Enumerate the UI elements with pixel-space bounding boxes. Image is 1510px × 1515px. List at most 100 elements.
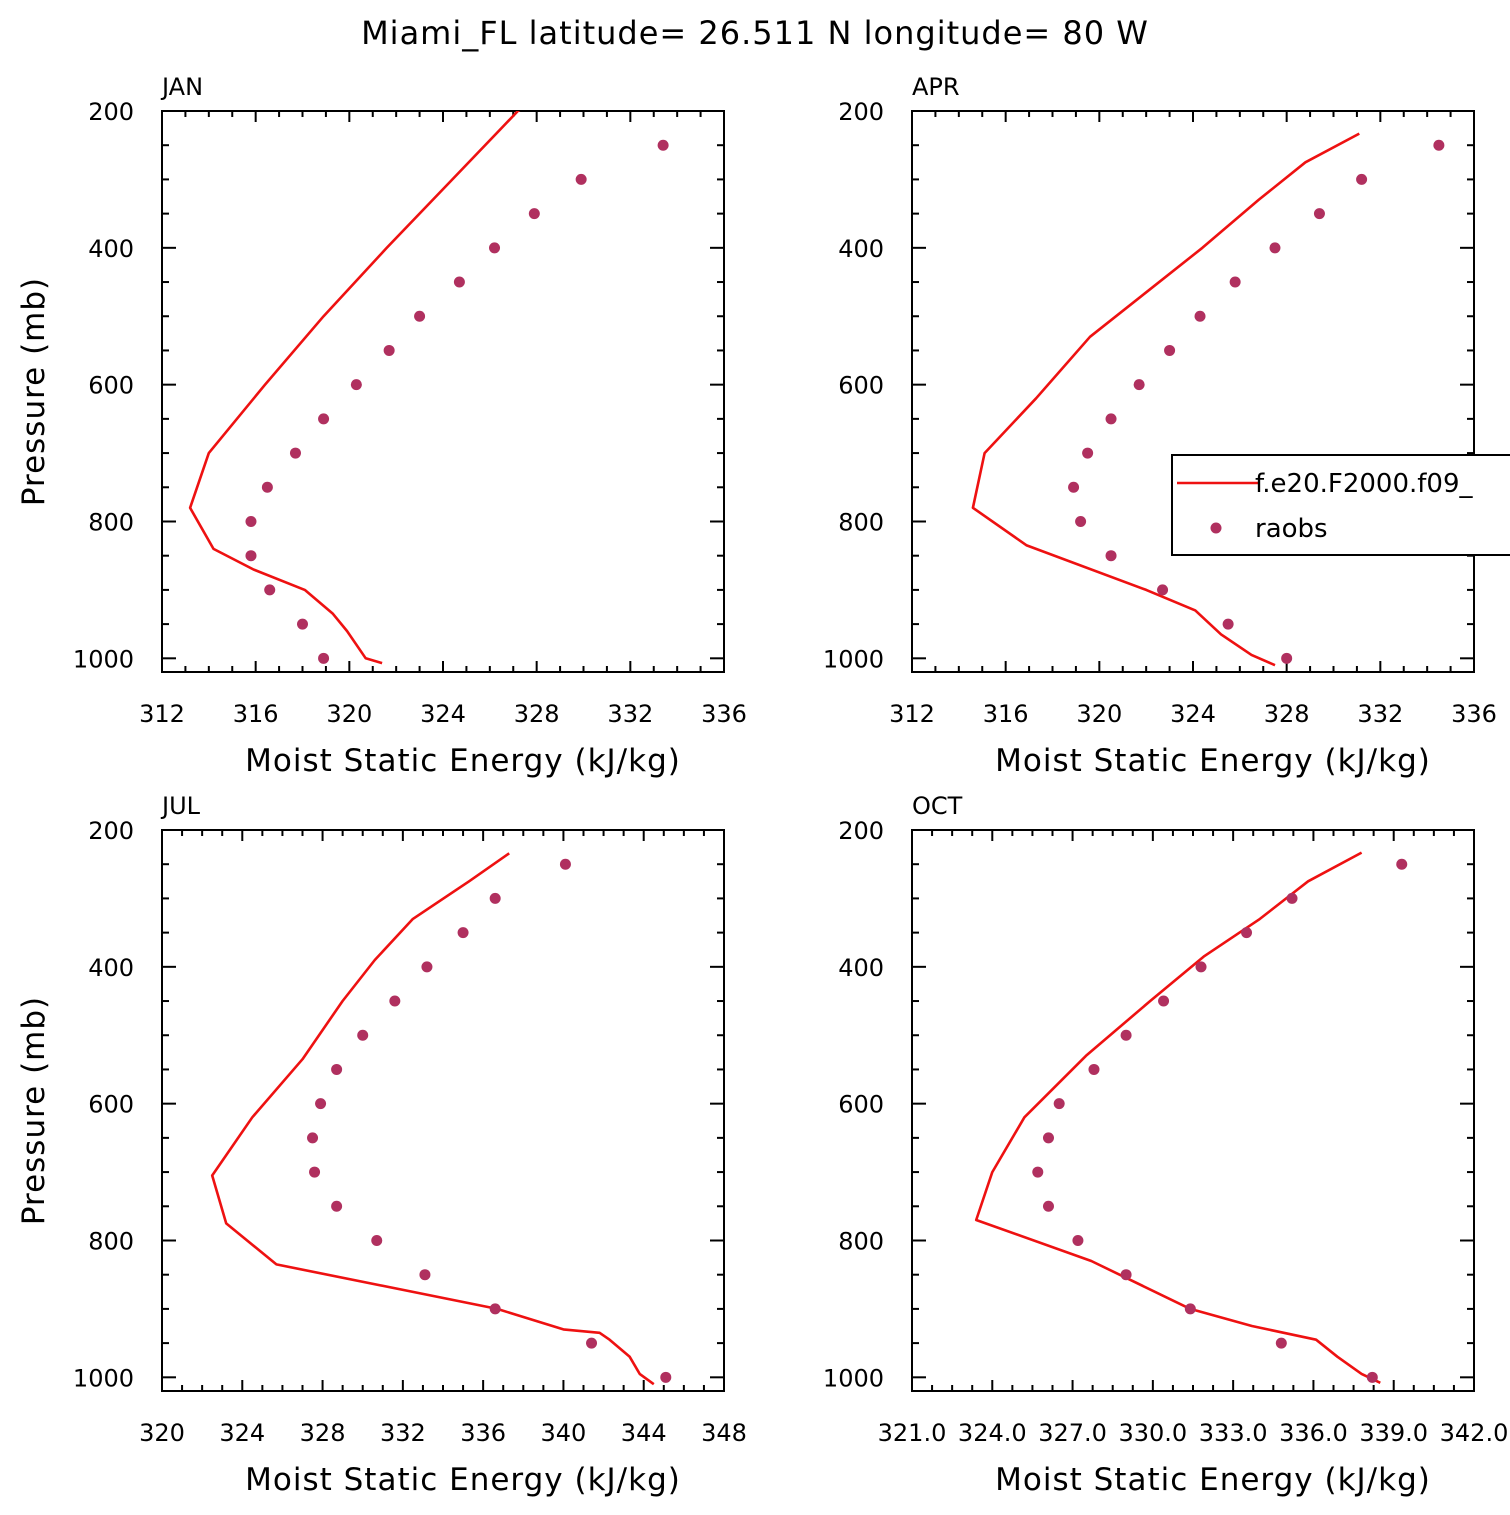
panel-jan: JAN 312 316 320 324 328 332 336 200 400 600 800 1000… xyxy=(16,73,747,779)
legend-box xyxy=(1171,454,1510,556)
raobs-point xyxy=(414,310,426,322)
raobs-point xyxy=(307,1132,319,1144)
y-tick-label: 200 xyxy=(838,817,884,845)
y-tick-label: 400 xyxy=(88,235,134,263)
y-tick-label: 800 xyxy=(88,1227,134,1255)
raobs-point xyxy=(528,208,540,220)
x-tick-label: 340 xyxy=(541,1419,587,1447)
x-tick-label: 320 xyxy=(1076,700,1122,728)
raobs-point xyxy=(421,961,433,973)
x-tick-label: 348 xyxy=(701,1419,747,1447)
raobs-point xyxy=(1184,1303,1196,1315)
x-tick-label: 328 xyxy=(514,700,560,728)
panel-label: APR xyxy=(912,73,960,101)
y-axis-label: Pressure (mb) xyxy=(16,996,52,1225)
raobs-point xyxy=(297,618,308,630)
raobs-point xyxy=(331,1063,343,1075)
y-tick-label: 600 xyxy=(838,372,884,400)
x-tick-label: 316 xyxy=(233,700,279,728)
raobs-point xyxy=(1195,961,1207,973)
plot-frame xyxy=(911,110,1475,673)
raobs-point xyxy=(371,1234,383,1246)
raobs-point xyxy=(1075,515,1087,527)
raobs-point xyxy=(245,550,257,562)
panel-oct: OCT 321.0 324.0 327.0 330.0 333.0 336.0 339.0 34… xyxy=(823,792,1508,1498)
raobs-point xyxy=(1286,892,1298,904)
raobs-point xyxy=(1222,618,1234,630)
raobs-point xyxy=(1396,858,1408,870)
y-tick-label: 600 xyxy=(838,1091,884,1119)
raobs-point xyxy=(1072,1234,1084,1246)
x-tick-label: 336 xyxy=(460,1419,506,1447)
x-tick-label: 327.0 xyxy=(1038,1419,1107,1447)
raobs-point xyxy=(331,1200,343,1212)
x-tick-label: 328 xyxy=(300,1419,346,1447)
raobs-point xyxy=(318,413,330,425)
x-tick-label: 320 xyxy=(139,1419,185,1447)
raobs-point xyxy=(1120,1029,1132,1041)
x-tick-label: 336.0 xyxy=(1279,1419,1348,1447)
x-tick-label: 332 xyxy=(380,1419,426,1447)
raobs-point xyxy=(1082,447,1094,459)
x-tick-label: 332 xyxy=(1357,700,1403,728)
model-line xyxy=(188,111,521,665)
x-tick-label: 324 xyxy=(219,1419,265,1447)
x-tick-label: 328 xyxy=(1264,700,1310,728)
raobs-point xyxy=(419,1269,431,1281)
x-tick-label: 316 xyxy=(983,700,1029,728)
y-tick-label: 800 xyxy=(88,508,134,536)
raobs-point xyxy=(389,995,401,1007)
raobs-point xyxy=(264,584,276,596)
raobs-point xyxy=(318,652,330,664)
raobs-point xyxy=(1366,1371,1378,1383)
raobs-point xyxy=(309,1166,321,1178)
y-tick-label: 600 xyxy=(88,1091,134,1119)
raobs-point xyxy=(559,858,571,870)
x-tick-label: 336 xyxy=(1451,700,1497,728)
y-tick-label: 1000 xyxy=(823,1364,884,1392)
raobs-point xyxy=(1241,927,1253,939)
legend-dot-swatch xyxy=(1210,522,1222,534)
raobs-point xyxy=(457,927,469,939)
raobs-point xyxy=(657,139,669,151)
y-tick-label: 200 xyxy=(88,817,134,845)
raobs-point xyxy=(1133,379,1145,391)
raobs-point xyxy=(350,379,362,391)
raobs-point xyxy=(1068,481,1080,493)
x-tick-label: 333.0 xyxy=(1199,1419,1268,1447)
x-tick-label: 324 xyxy=(1170,700,1216,728)
y-tick-label: 400 xyxy=(88,954,134,982)
y-axis-label: Pressure (mb) xyxy=(16,277,52,506)
x-tick-label: 344 xyxy=(621,1419,667,1447)
raobs-point xyxy=(660,1371,672,1383)
raobs-point xyxy=(1053,1098,1065,1110)
panel-apr: APR 312 316 320 324 328 332 336 200 400 600 800 1000… xyxy=(823,73,1497,779)
legend-label-raobs: raobs xyxy=(1255,514,1328,544)
y-tick-label: 400 xyxy=(838,954,884,982)
raobs-point xyxy=(357,1029,369,1041)
raobs-point xyxy=(1042,1132,1054,1144)
panel-jul: JUL 320 324 328 332 336 340 344 348 200 400 600 800 1… xyxy=(16,792,747,1498)
raobs-point xyxy=(289,447,301,459)
x-tick-label: 342.0 xyxy=(1440,1419,1509,1447)
raobs-point xyxy=(1032,1166,1044,1178)
model-line xyxy=(971,132,1360,667)
x-tick-label: 312 xyxy=(889,700,935,728)
y-tick-label: 800 xyxy=(838,1227,884,1255)
plot-frame xyxy=(161,110,725,673)
raobs-point xyxy=(1105,413,1117,425)
panel-label: OCT xyxy=(912,792,963,820)
raobs-point xyxy=(1275,1337,1287,1349)
x-tick-label: 321.0 xyxy=(878,1419,947,1447)
y-tick-label: 1000 xyxy=(823,645,884,673)
raobs-point xyxy=(1042,1200,1054,1212)
x-tick-label: 336 xyxy=(701,700,747,728)
plot-frame xyxy=(161,829,725,1392)
panel-label: JUL xyxy=(160,792,201,820)
x-tick-label: 330.0 xyxy=(1118,1419,1187,1447)
raobs-point xyxy=(1157,584,1169,596)
raobs-point xyxy=(1269,242,1281,254)
raobs-point xyxy=(1313,208,1325,220)
raobs-point xyxy=(1164,344,1176,356)
chart-title: Miami_FL latitude= 26.511 N longitude= 8… xyxy=(361,14,1149,52)
